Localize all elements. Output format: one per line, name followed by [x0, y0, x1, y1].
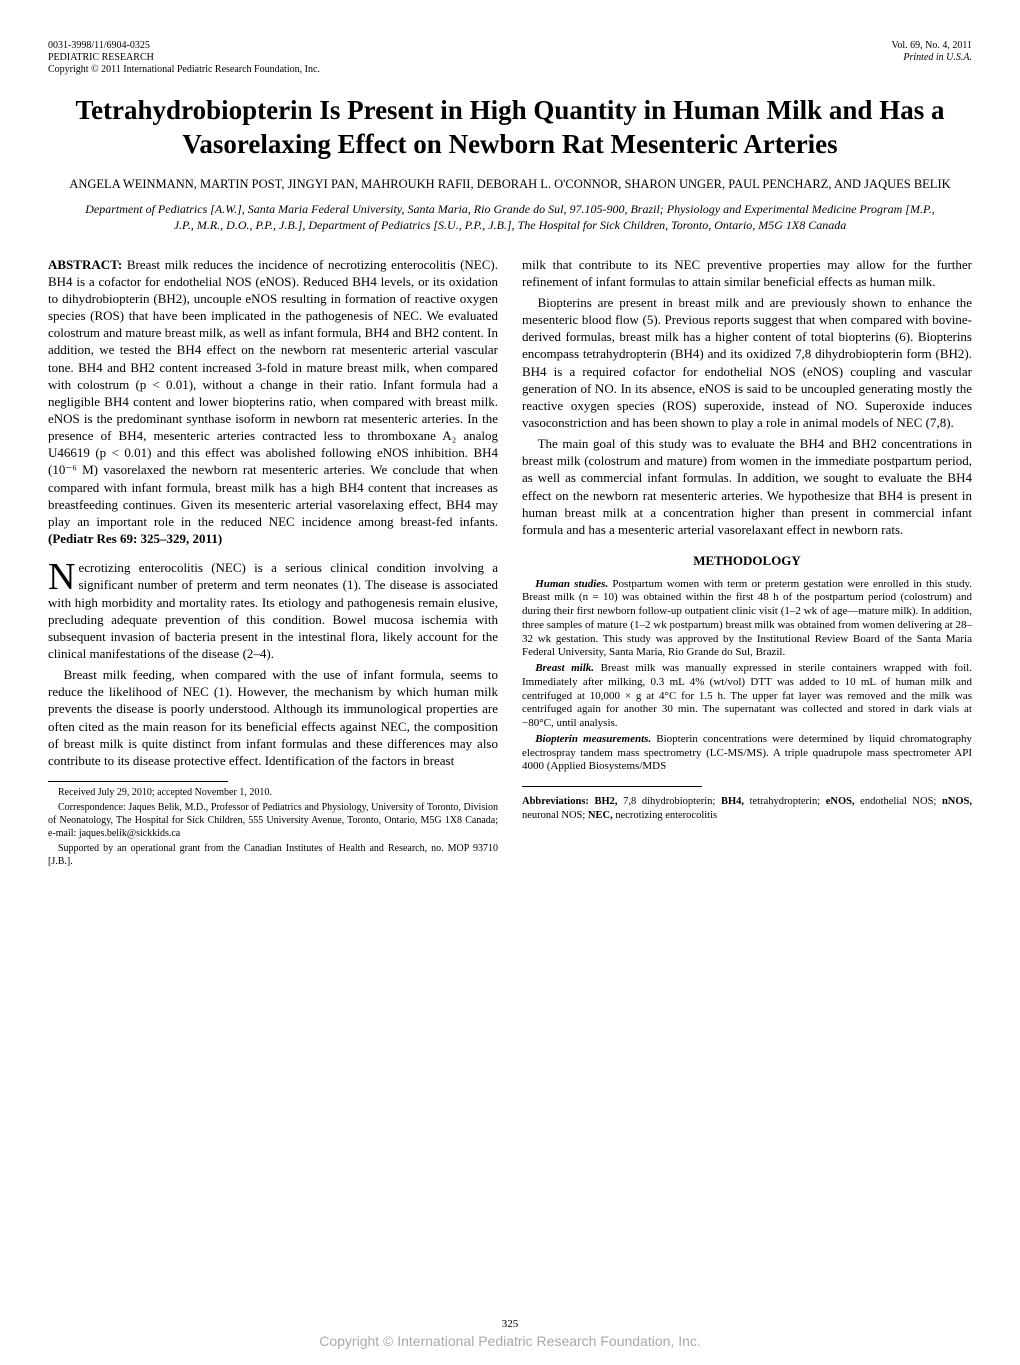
breast-milk-head: Breast milk. — [535, 662, 594, 674]
footnotes-rule — [48, 781, 228, 782]
page-number: 325 — [0, 1317, 1020, 1332]
journal-copyright: Copyright © 2011 International Pediatric… — [48, 64, 320, 76]
abbreviations: Abbreviations: BH2, 7,8 dihydrobiopterin… — [522, 795, 972, 822]
header-left: 0031-3998/11/6904-0325 PEDIATRIC RESEARC… — [48, 40, 320, 76]
article-title: Tetrahydrobiopterin Is Present in High Q… — [48, 94, 972, 162]
footnote-correspondence: Correspondence: Jaques Belik, M.D., Prof… — [48, 801, 498, 840]
intro-paragraph-2: Breast milk feeding, when compared with … — [48, 666, 498, 769]
abbr-v5: necrotizing enterocolitis — [613, 810, 717, 821]
methods-breast-milk: Breast milk. Breast milk was manually ex… — [522, 662, 972, 731]
author-list: ANGELA WEINMANN, MARTIN POST, JINGYI PAN… — [48, 176, 972, 193]
abbr-k2: BH4, — [721, 796, 744, 807]
methods-human-studies: Human studies. Postpartum women with ter… — [522, 578, 972, 661]
abbr-k4: nNOS, — [942, 796, 972, 807]
running-header: 0031-3998/11/6904-0325 PEDIATRIC RESEARC… — [48, 40, 972, 76]
printed-in: Printed in U.S.A. — [891, 52, 972, 64]
biopterin-head: Biopterin measurements. — [535, 733, 651, 745]
footer-copyright: Copyright © International Pediatric Rese… — [0, 1332, 1020, 1351]
abstract-label: ABSTRACT: — [48, 257, 122, 272]
abbr-v1: 7,8 dihydrobiopterin; — [618, 796, 721, 807]
abbr-k3: eNOS, — [826, 796, 855, 807]
intro-paragraph-2-cont: milk that contribute to its NEC preventi… — [522, 256, 972, 290]
abbr-k1: BH2, — [595, 796, 618, 807]
article-body: ABSTRACT: Breast milk reduces the incide… — [48, 256, 972, 871]
journal-id: 0031-3998/11/6904-0325 — [48, 40, 320, 52]
methods-biopterin: Biopterin measurements. Biopterin concen… — [522, 733, 972, 774]
methodology-heading: METHODOLOGY — [522, 552, 972, 570]
human-studies-head: Human studies. — [535, 578, 608, 590]
intro-paragraph-1: Necrotizing enterocolitis (NEC) is a ser… — [48, 559, 498, 662]
intro-paragraph-3: Biopterins are present in breast milk an… — [522, 294, 972, 431]
volume-issue: Vol. 69, No. 4, 2011 — [891, 40, 972, 52]
affiliations: Department of Pediatrics [A.W.], Santa M… — [48, 202, 972, 233]
intro-paragraph-4: The main goal of this study was to evalu… — [522, 435, 972, 538]
abstract: ABSTRACT: Breast milk reduces the incide… — [48, 256, 498, 548]
footnote-received: Received July 29, 2010; accepted Novembe… — [48, 786, 498, 799]
abbr-v4: neuronal NOS; — [522, 810, 588, 821]
abbr-v2: tetrahydropterin; — [744, 796, 826, 807]
footnote-support: Supported by an operational grant from t… — [48, 842, 498, 868]
abbr-label: Abbreviations: — [522, 796, 589, 807]
abbr-v3: endothelial NOS; — [855, 796, 942, 807]
abstract-text: Breast milk reduces the incidence of nec… — [48, 257, 498, 529]
abstract-reference: (Pediatr Res 69: 325–329, 2011) — [48, 531, 222, 546]
page-footer: 325 Copyright © International Pediatric … — [0, 1311, 1020, 1351]
intro-p1-text: ecrotizing enterocolitis (NEC) is a seri… — [48, 560, 498, 661]
header-right: Vol. 69, No. 4, 2011 Printed in U.S.A. — [891, 40, 972, 76]
journal-name: PEDIATRIC RESEARCH — [48, 52, 320, 64]
drop-cap: N — [48, 559, 78, 593]
abbr-k5: NEC, — [588, 810, 613, 821]
abbr-rule — [522, 786, 702, 787]
